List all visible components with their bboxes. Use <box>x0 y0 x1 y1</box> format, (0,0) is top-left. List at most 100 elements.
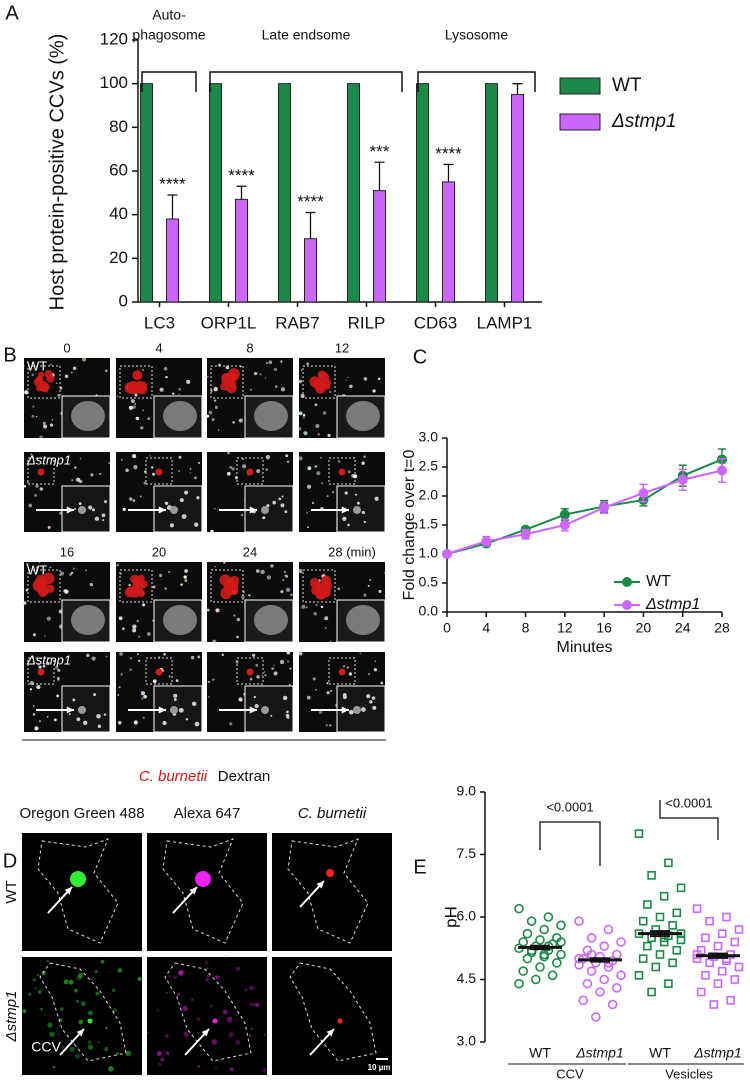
speckle <box>27 482 29 484</box>
point <box>526 916 537 926</box>
y-tick-label: 0.5 <box>419 574 439 590</box>
speckle <box>36 684 41 690</box>
background-signal <box>69 1046 75 1052</box>
speckle <box>298 411 303 416</box>
panel-label: C <box>413 346 427 368</box>
micrograph <box>272 833 392 951</box>
bacteria <box>229 575 240 586</box>
background-signal <box>78 972 84 978</box>
x-tick-label: 12 <box>557 620 573 636</box>
bracket-label: Late endsome <box>262 27 351 43</box>
bar <box>373 190 386 303</box>
speckle <box>184 569 188 573</box>
legend-swatch <box>559 113 601 131</box>
speckle <box>168 675 171 678</box>
point <box>543 912 554 922</box>
speckle <box>91 656 96 661</box>
point <box>616 937 626 947</box>
speckle <box>273 664 275 667</box>
bacteria <box>321 378 331 388</box>
speckle <box>141 697 144 700</box>
inset-vesicle <box>281 495 284 498</box>
point <box>713 979 723 988</box>
speckle <box>210 529 214 534</box>
y-tick-label: 60 <box>109 160 128 179</box>
inset-vesicle <box>374 496 379 501</box>
speckle <box>117 694 120 696</box>
background-signal <box>60 1007 64 1011</box>
legend-label: Δstmp1 <box>645 596 700 613</box>
speckle <box>229 722 233 726</box>
inset-vesicle <box>286 710 289 714</box>
p-value-label: <0.0001 <box>665 795 712 810</box>
bacteria <box>139 580 148 589</box>
inset-ccv <box>254 605 288 635</box>
inset-vesicle <box>185 718 189 721</box>
p-value-label: <0.0001 <box>546 799 593 814</box>
speckle <box>118 686 121 689</box>
speckle <box>132 624 137 629</box>
x-tick-label: 24 <box>675 620 691 636</box>
y-tick-label: 1.5 <box>419 516 439 532</box>
speckle <box>118 616 123 621</box>
x-tick-label: 8 <box>522 620 530 636</box>
cell-outline <box>164 962 252 1062</box>
speckle <box>316 471 321 476</box>
panel-label: E <box>413 856 426 878</box>
speckle <box>263 671 266 673</box>
background-signal <box>112 1008 117 1013</box>
speckle <box>49 423 54 427</box>
speckle <box>217 429 220 431</box>
speckle <box>129 657 132 660</box>
speckle <box>29 680 35 686</box>
background-signal <box>215 975 220 980</box>
y-tick-label: 100 <box>100 73 128 92</box>
speckle <box>72 366 77 370</box>
bacteria <box>155 468 163 476</box>
row-label: WT <box>27 358 47 373</box>
inset-vesicle <box>285 713 290 718</box>
speckle <box>321 482 324 485</box>
background-signal <box>167 974 171 978</box>
speckle <box>225 365 230 370</box>
inset-ccv <box>170 706 178 714</box>
y-tick-label: 2.0 <box>419 487 439 503</box>
speckle <box>32 405 35 408</box>
inset-vesicle <box>94 516 100 521</box>
speckle <box>302 416 305 419</box>
speckle <box>105 655 108 658</box>
point <box>717 465 727 476</box>
background-signal <box>222 1009 228 1015</box>
speckle <box>137 653 139 656</box>
bacteria <box>137 589 146 598</box>
speckle <box>134 403 137 405</box>
speckle <box>326 495 329 498</box>
speckle <box>197 655 201 659</box>
speckle <box>71 479 74 481</box>
point <box>713 941 723 951</box>
inset-ccv <box>71 605 105 635</box>
speckle <box>143 694 147 699</box>
speckle <box>193 476 197 480</box>
bar <box>485 83 498 303</box>
speckle <box>57 668 61 672</box>
inset-ccv <box>170 506 178 514</box>
speckle <box>363 455 366 458</box>
speckle <box>315 603 318 607</box>
bacteria <box>219 574 232 586</box>
background-signal <box>78 1019 84 1025</box>
point <box>717 966 727 976</box>
background-signal <box>248 1034 252 1038</box>
zoom-box <box>236 657 264 685</box>
inset-vesicle <box>93 693 97 697</box>
cell-outline <box>289 962 377 1062</box>
sem-bar <box>590 957 610 963</box>
speckle <box>315 424 320 429</box>
row-label: Δstmp1 <box>26 452 71 467</box>
point <box>705 958 714 968</box>
speckle <box>108 462 111 464</box>
inset-vesicle <box>342 516 347 522</box>
speckle <box>286 650 291 655</box>
speckle <box>233 614 236 617</box>
speckle <box>163 652 166 656</box>
